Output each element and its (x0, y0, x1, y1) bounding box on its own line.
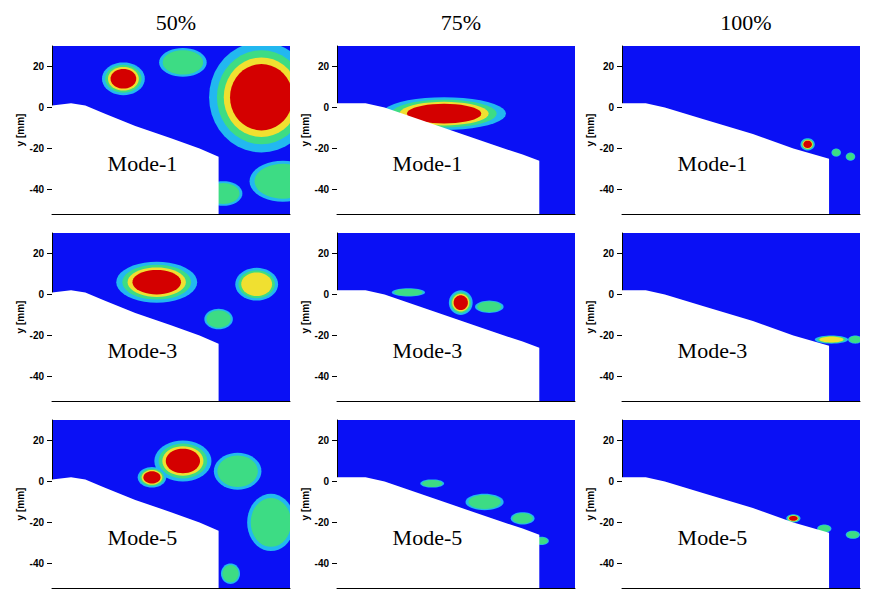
svg-text:-20: -20 (315, 330, 330, 341)
svg-text:-40: -40 (600, 184, 615, 195)
svg-text:0: 0 (38, 102, 44, 113)
svg-text:y [mm]: y [mm] (15, 301, 26, 334)
svg-text:0: 0 (323, 289, 329, 300)
svg-text:-40: -40 (315, 558, 330, 569)
svg-text:Mode-1: Mode-1 (108, 151, 178, 176)
svg-text:-40: -40 (30, 558, 45, 569)
svg-text:Mode-3: Mode-3 (678, 338, 748, 363)
svg-text:-20: -20 (600, 517, 615, 528)
svg-text:-40: -40 (315, 184, 330, 195)
svg-text:20: 20 (318, 435, 330, 446)
svg-text:20: 20 (318, 248, 330, 259)
svg-text:-20: -20 (315, 517, 330, 528)
svg-text:Mode-1: Mode-1 (678, 151, 748, 176)
svg-text:100%: 100% (720, 10, 771, 35)
svg-text:-20: -20 (30, 330, 45, 341)
svg-text:-20: -20 (315, 143, 330, 154)
svg-text:0: 0 (38, 476, 44, 487)
svg-text:0: 0 (608, 476, 614, 487)
svg-text:20: 20 (603, 61, 615, 72)
svg-text:0: 0 (323, 102, 329, 113)
svg-text:Mode-3: Mode-3 (108, 338, 178, 363)
svg-text:y [mm]: y [mm] (585, 488, 596, 521)
svg-text:0: 0 (38, 289, 44, 300)
svg-text:-40: -40 (600, 371, 615, 382)
svg-text:Mode-3: Mode-3 (393, 338, 463, 363)
svg-text:-40: -40 (30, 371, 45, 382)
svg-text:20: 20 (33, 435, 45, 446)
svg-text:Mode-5: Mode-5 (393, 525, 463, 550)
svg-text:20: 20 (33, 248, 45, 259)
svg-text:-40: -40 (30, 184, 45, 195)
svg-text:Mode-1: Mode-1 (393, 151, 463, 176)
svg-text:-40: -40 (315, 371, 330, 382)
svg-text:20: 20 (33, 61, 45, 72)
svg-text:-20: -20 (30, 143, 45, 154)
svg-text:0: 0 (323, 476, 329, 487)
svg-text:20: 20 (318, 61, 330, 72)
svg-text:-20: -20 (600, 330, 615, 341)
svg-text:Mode-5: Mode-5 (108, 525, 178, 550)
svg-text:0: 0 (608, 102, 614, 113)
svg-text:0: 0 (608, 289, 614, 300)
svg-text:y [mm]: y [mm] (300, 488, 311, 521)
svg-text:y [mm]: y [mm] (300, 301, 311, 334)
svg-text:y [mm]: y [mm] (300, 114, 311, 147)
svg-text:-20: -20 (30, 517, 45, 528)
svg-text:y [mm]: y [mm] (585, 114, 596, 147)
svg-text:75%: 75% (441, 10, 481, 35)
svg-text:y [mm]: y [mm] (15, 488, 26, 521)
svg-text:50%: 50% (156, 10, 196, 35)
svg-text:20: 20 (603, 248, 615, 259)
svg-text:y [mm]: y [mm] (585, 301, 596, 334)
svg-text:20: 20 (603, 435, 615, 446)
svg-text:-20: -20 (600, 143, 615, 154)
svg-text:-40: -40 (600, 558, 615, 569)
svg-text:Mode-5: Mode-5 (678, 525, 748, 550)
svg-text:y [mm]: y [mm] (15, 114, 26, 147)
